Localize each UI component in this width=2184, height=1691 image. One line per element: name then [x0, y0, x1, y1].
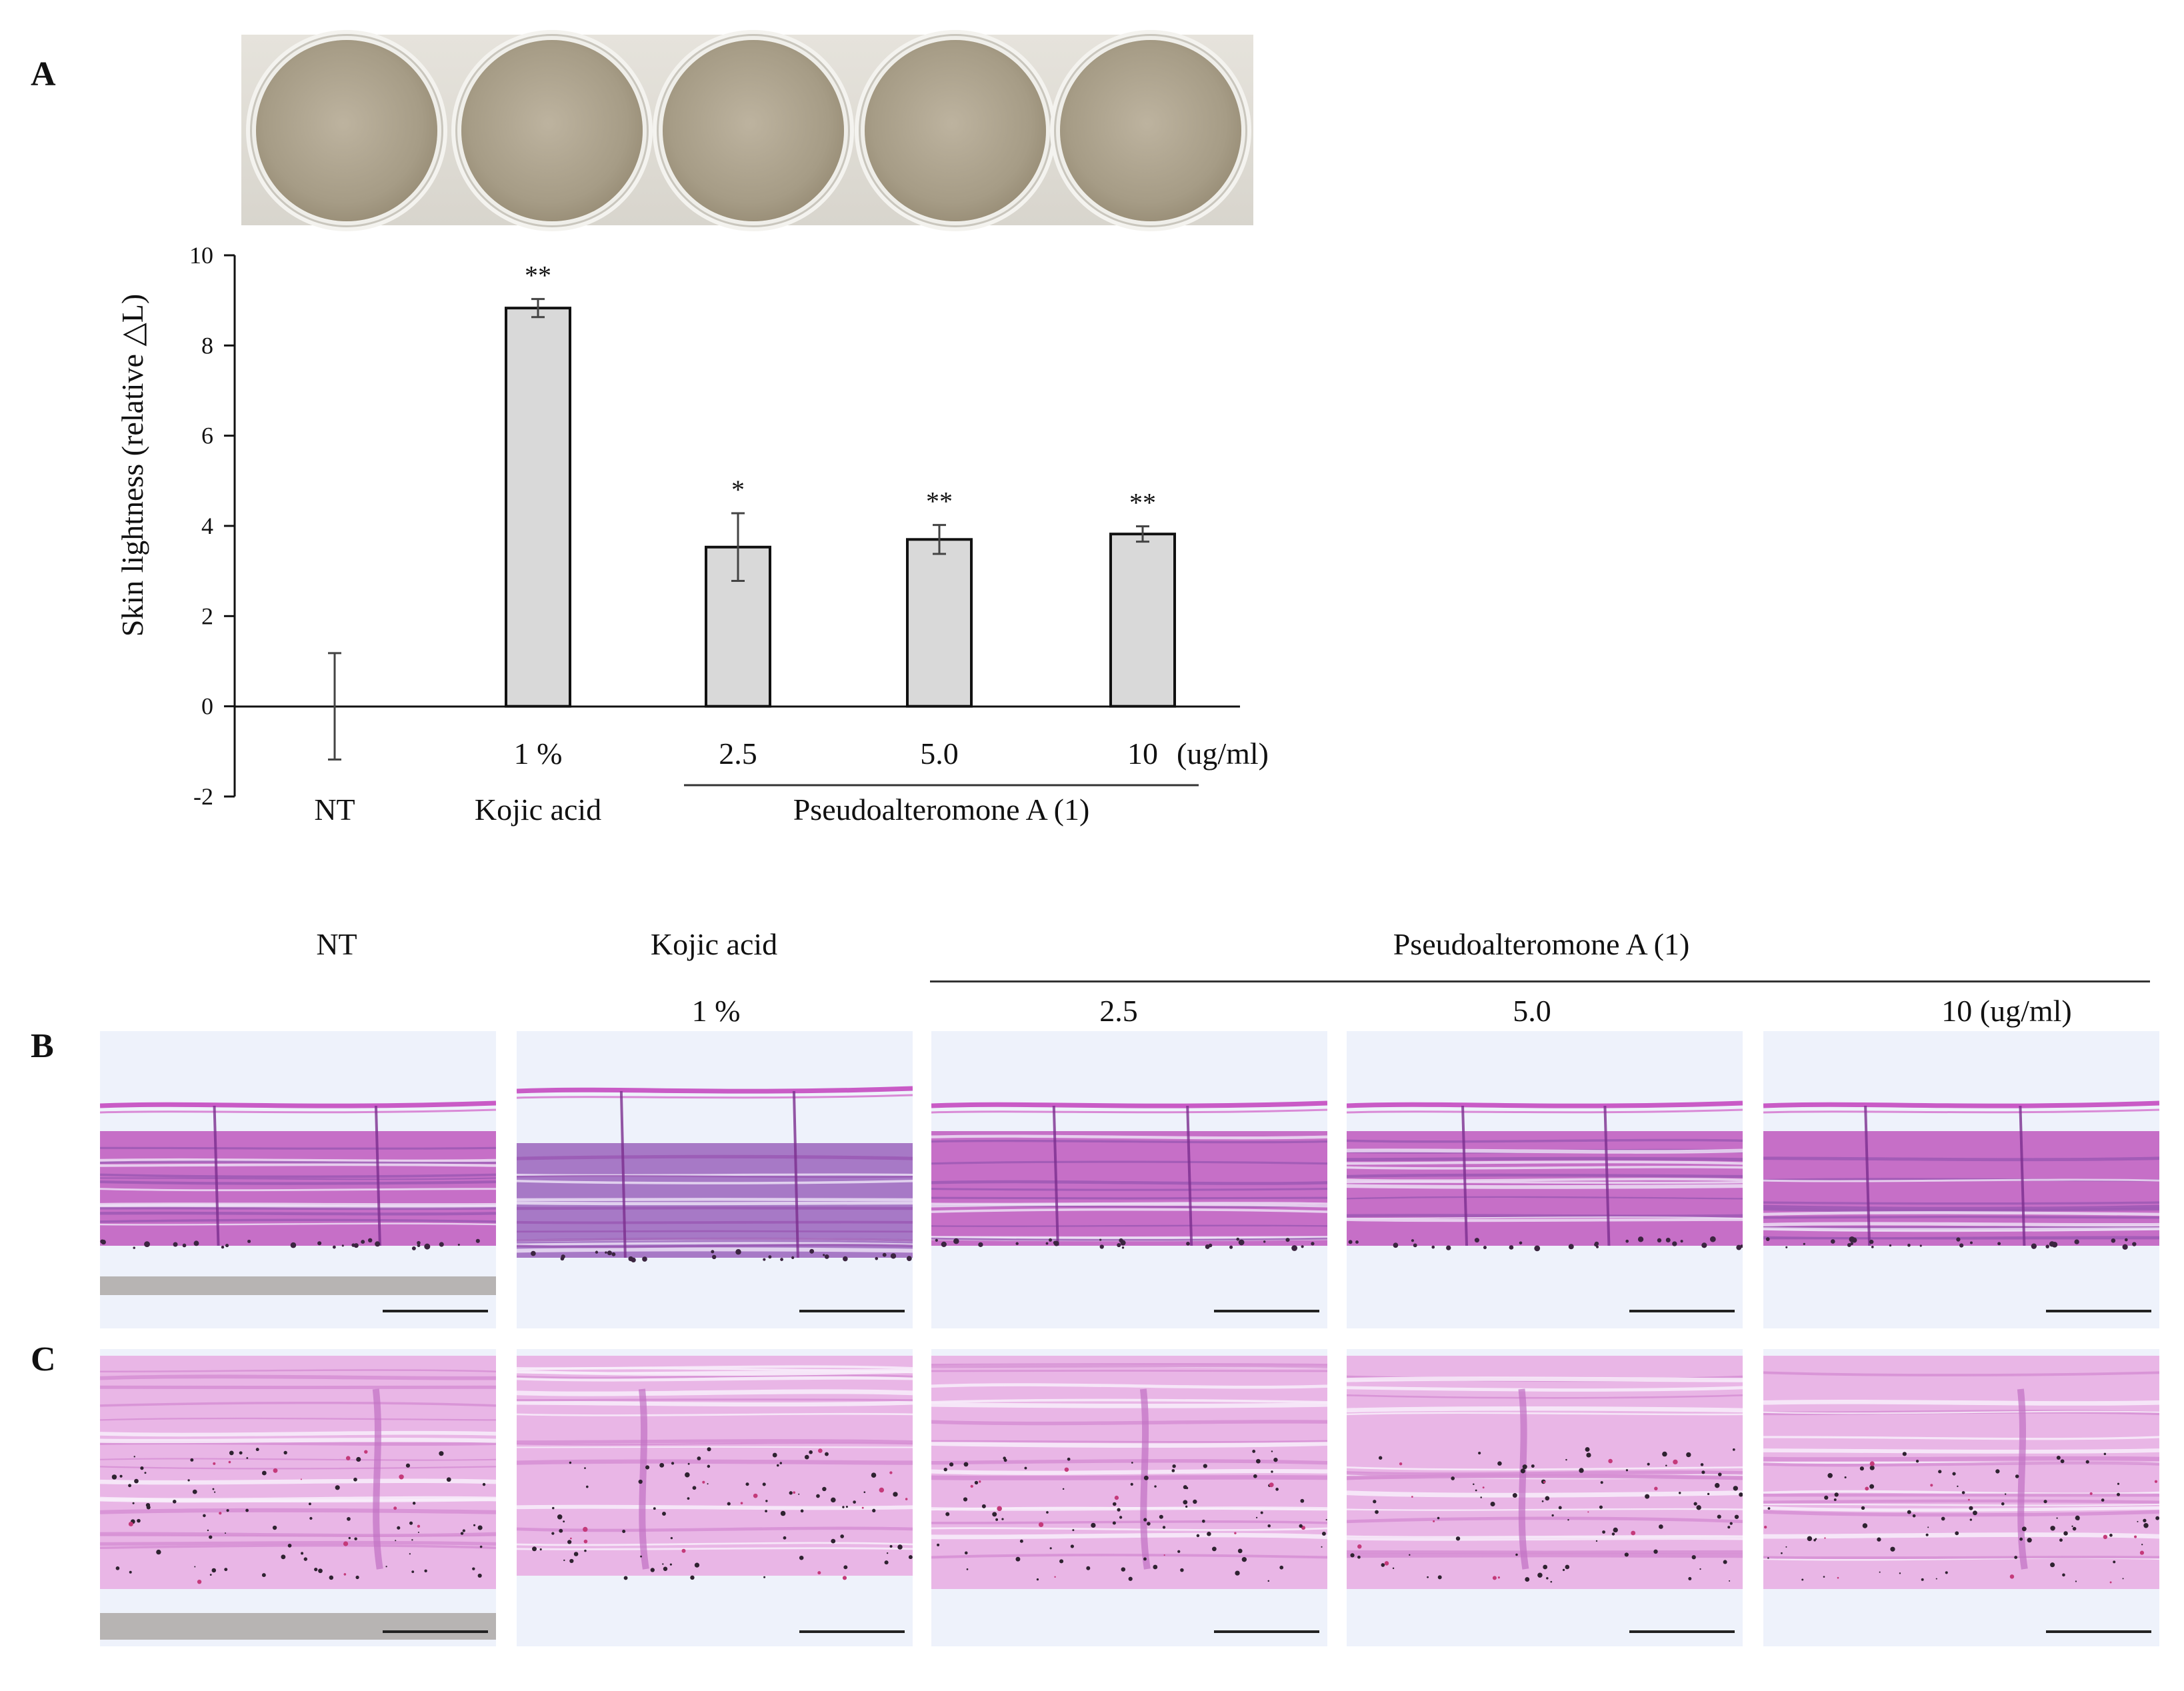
- histology-c-dose-5-0: [1347, 1349, 1743, 1646]
- histology-image: [1347, 1349, 1743, 1646]
- y-tick-label: 2: [201, 603, 213, 629]
- bar: [1109, 533, 1176, 708]
- histology-group-line: [930, 980, 2150, 982]
- well-photo-nt: [256, 40, 437, 221]
- well-photo-dose-2-5: [663, 40, 844, 221]
- y-tick-label: 10: [189, 242, 213, 269]
- significance-marker: **: [525, 261, 551, 291]
- y-axis-label: Skin lightness (relative △L): [115, 294, 149, 637]
- y-tick-label: 8: [201, 332, 213, 359]
- y-tick-label: 0: [201, 693, 213, 720]
- histology-c-nt: [100, 1349, 496, 1646]
- bar: [906, 538, 973, 708]
- y-tick-label: 4: [201, 513, 213, 539]
- x-dose-label: 1 %: [514, 737, 563, 771]
- x-dose-label: 2.5: [719, 737, 757, 771]
- histology-c-dose-2-5: [931, 1349, 1327, 1646]
- bar: [505, 307, 571, 708]
- significance-marker: **: [926, 487, 953, 517]
- histology-image: [100, 1349, 496, 1646]
- histology-b-nt: [100, 1031, 496, 1328]
- histology-image: [517, 1031, 913, 1328]
- x-dose-label: 5.0: [920, 737, 959, 771]
- y-tick-label: -2: [193, 783, 213, 810]
- histology-image: [100, 1031, 496, 1328]
- significance-marker: *: [731, 475, 745, 505]
- histology-image: [1763, 1031, 2159, 1328]
- histology-image: [1763, 1349, 2159, 1646]
- histology-b-dose-2-5: [931, 1031, 1327, 1328]
- histology-b-kojic-acid: [517, 1031, 913, 1328]
- histology-image: [517, 1349, 913, 1646]
- tissue-wells-photo: [241, 35, 1253, 225]
- x-dose-label: 10: [1127, 737, 1158, 771]
- significance-marker: **: [1129, 488, 1156, 518]
- well-photo-dose-5-0: [865, 40, 1046, 221]
- histology-b-dose-10: [1763, 1031, 2159, 1328]
- histology-image: [1347, 1031, 1743, 1328]
- x-group-label: Kojic acid: [475, 793, 601, 827]
- histology-image: [931, 1031, 1327, 1328]
- well-photo-kojic-acid: [461, 40, 643, 221]
- skin-lightness-bar-chart: 10 8 6 4 2 0 -2 NT ** 1 % Kojic acid * 2.5 ** 5.0 ** 10…: [115, 242, 1269, 827]
- histology-header-nt: NT: [316, 927, 357, 961]
- x-axis-unit-label: (ug/ml): [1177, 737, 1269, 771]
- panel-letter-c: C: [31, 1340, 56, 1378]
- histology-dose-kojic: 1 %: [691, 994, 741, 1028]
- histology-image: [931, 1349, 1327, 1646]
- panel-letter-b: B: [31, 1027, 54, 1065]
- histology-dose-10: 10 (ug/ml): [1941, 994, 2072, 1028]
- histology-c-kojic-acid: [517, 1349, 913, 1646]
- pseudoalteromone-group-label: Pseudoalteromone A (1): [793, 793, 1090, 827]
- histology-b-dose-5-0: [1347, 1031, 1743, 1328]
- x-group-label: NT: [314, 793, 355, 827]
- histology-header-pseudoalteromone: Pseudoalteromone A (1): [1393, 927, 1690, 961]
- histology-dose-2-5: 2.5: [1099, 994, 1138, 1028]
- y-tick-label: 6: [201, 423, 213, 449]
- histology-c-dose-10: [1763, 1349, 2159, 1646]
- histology-dose-5-0: 5.0: [1513, 994, 1551, 1028]
- panel-letter-a: A: [31, 55, 56, 93]
- histology-header-kojic-acid: Kojic acid: [650, 927, 778, 961]
- well-photo-dose-10: [1060, 40, 1241, 221]
